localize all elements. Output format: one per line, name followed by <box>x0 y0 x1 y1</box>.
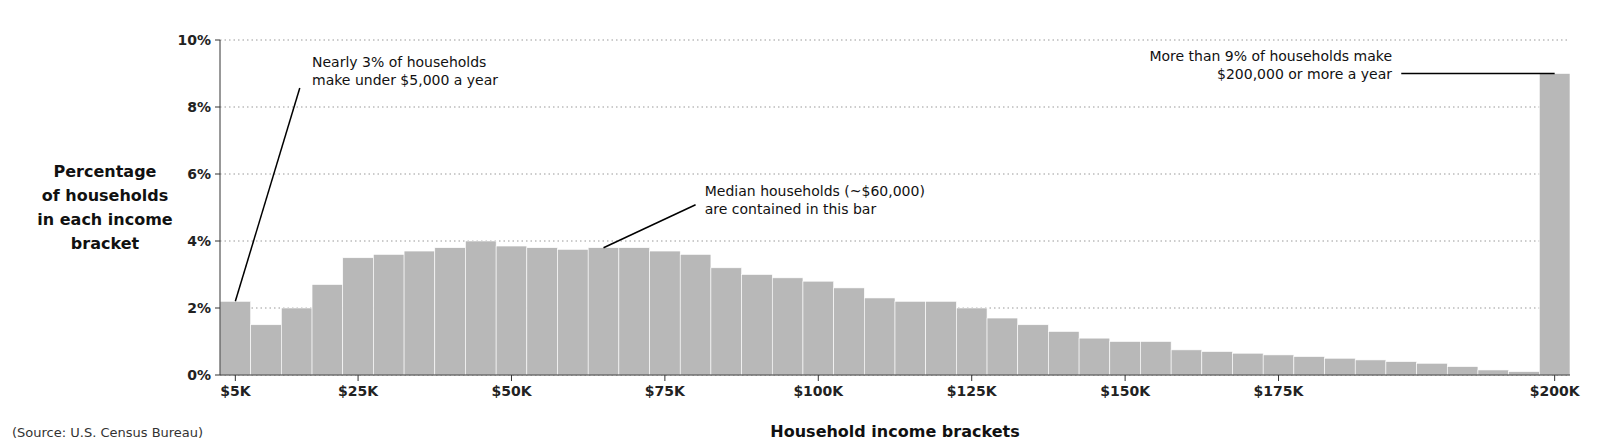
bar <box>527 248 558 375</box>
bar <box>1325 358 1356 375</box>
bar <box>373 254 404 375</box>
bar <box>404 251 435 375</box>
annotation: Nearly 3% of householdsmake under $5,000… <box>312 54 498 88</box>
bar <box>435 248 466 375</box>
x-tick-label: $25K <box>338 383 379 399</box>
y-axis-line <box>220 40 221 375</box>
bars <box>220 74 1570 376</box>
bar <box>742 275 773 376</box>
bar <box>558 249 589 375</box>
bar <box>926 301 957 375</box>
x-tick-label: $100K <box>793 383 844 399</box>
bar <box>619 248 650 375</box>
x-axis-label: Household income brackets <box>770 422 1019 441</box>
x-tick-label: $150K <box>1100 383 1151 399</box>
bar <box>1263 355 1294 375</box>
x-tick-label: $50K <box>491 383 532 399</box>
grid-line <box>220 107 1570 108</box>
bar <box>987 318 1018 375</box>
bar <box>343 258 374 375</box>
grid <box>220 40 1570 375</box>
y-tick-label: 0% <box>187 367 211 383</box>
y-tick <box>215 375 220 376</box>
x-tick <box>1554 375 1555 381</box>
y-axis: 0% 2% 4% 6% 8% 10% <box>177 32 220 383</box>
x-tick <box>358 375 359 381</box>
grid-line <box>220 40 1570 41</box>
bar <box>1079 338 1110 375</box>
annotation-line <box>604 205 696 248</box>
x-axis-line <box>220 375 1570 376</box>
grid-line <box>220 174 1570 175</box>
y-tick-label: 6% <box>187 166 211 182</box>
y-tick-label: 4% <box>187 233 211 249</box>
x-tick <box>818 375 819 381</box>
bar <box>1509 372 1540 375</box>
bar <box>711 268 742 375</box>
bar <box>834 288 865 375</box>
bar <box>1171 350 1202 375</box>
bar <box>1447 367 1478 375</box>
x-tick-label: $200K <box>1530 383 1581 399</box>
bar <box>650 251 681 375</box>
bar <box>1202 352 1233 375</box>
grid-line <box>220 375 1570 376</box>
x-tick <box>511 375 512 381</box>
x-tick-label: $75K <box>645 383 686 399</box>
bar <box>864 298 895 375</box>
y-tick-label: 2% <box>187 300 211 316</box>
x-axis: $5K $25K $50K $75K $100K $125K $150K $175K $200K <box>220 375 1581 399</box>
bar <box>1417 363 1448 375</box>
bar <box>1018 325 1049 375</box>
bar <box>1294 357 1325 375</box>
bar <box>1355 360 1386 375</box>
x-tick <box>235 375 236 381</box>
bar <box>803 281 834 375</box>
y-tick-label: 10% <box>177 32 211 48</box>
y-tick <box>215 174 220 175</box>
bar <box>1233 353 1264 375</box>
y-tick <box>215 107 220 108</box>
bar <box>1140 342 1171 376</box>
y-tick-label: 8% <box>187 99 211 115</box>
source: (Source: U.S. Census Bureau) <box>12 425 203 440</box>
annotation: More than 9% of households make$200,000 … <box>1149 48 1392 82</box>
bar <box>1539 74 1570 376</box>
x-tick-label: $175K <box>1254 383 1305 399</box>
bar <box>1048 331 1079 375</box>
bar <box>1478 370 1509 375</box>
bar <box>588 248 619 375</box>
x-tick-label: $5K <box>220 383 251 399</box>
y-tick <box>215 308 220 309</box>
annotations: Nearly 3% of householdsmake under $5,000… <box>235 48 1554 302</box>
bar <box>895 301 926 375</box>
annotation-line <box>235 88 299 301</box>
bar <box>496 246 527 375</box>
y-axis-label: Percentageof householdsin each incomebra… <box>37 162 173 253</box>
bar <box>312 285 343 375</box>
bar <box>281 308 312 375</box>
bar <box>956 308 987 375</box>
bar <box>465 241 496 375</box>
x-tick <box>1278 375 1279 381</box>
annotation: Median households (~$60,000)are containe… <box>705 183 925 217</box>
x-tick <box>1125 375 1126 381</box>
bar <box>1386 362 1417 375</box>
x-tick <box>664 375 665 381</box>
chart: 0% 2% 4% 6% 8% 10% $5K $25K $50K $75K $100K $125K $1… <box>0 0 1600 445</box>
grid-line <box>220 241 1570 242</box>
y-tick <box>215 241 220 242</box>
x-tick <box>971 375 972 381</box>
bar <box>220 301 251 375</box>
y-tick <box>215 40 220 41</box>
bar <box>772 278 803 375</box>
x-tick-label: $125K <box>947 383 998 399</box>
bar <box>680 254 711 375</box>
bar <box>251 325 282 375</box>
bar <box>1110 342 1141 376</box>
annotation-line <box>1401 73 1554 75</box>
